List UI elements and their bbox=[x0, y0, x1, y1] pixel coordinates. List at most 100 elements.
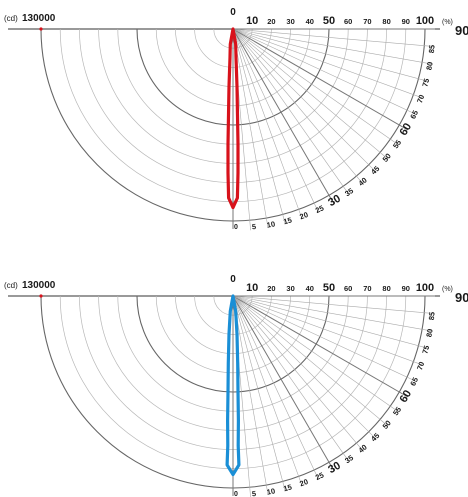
angle-label: 65 bbox=[408, 376, 420, 387]
grid-spoke bbox=[232, 295, 432, 332]
percent-tick-label: 10 bbox=[246, 15, 258, 27]
unit-label: (cd) bbox=[4, 281, 18, 290]
grid-spoke bbox=[232, 28, 417, 115]
angle-label: 25 bbox=[314, 470, 325, 482]
grid-spoke bbox=[232, 295, 335, 472]
max-value-label: 130000 bbox=[22, 13, 56, 24]
grid-spoke bbox=[232, 295, 409, 398]
angle-label: 60 bbox=[398, 388, 415, 405]
angle-label: 20 bbox=[298, 477, 309, 488]
polar-chart-bottom: (cd) 130000 0 10 20 30 40 50 60 70 80 90 100 (%)90° 0 5… bbox=[4, 274, 468, 497]
angle-label: 85 bbox=[427, 311, 437, 320]
percent-tick-label: 50 bbox=[323, 282, 335, 294]
percent-tick-label: 80 bbox=[382, 17, 390, 26]
percent-tick-label: 70 bbox=[363, 17, 371, 26]
grid-spoke bbox=[232, 28, 435, 47]
angle-label: 60 bbox=[398, 121, 415, 138]
angle-label: 45 bbox=[369, 431, 381, 443]
grid-spoke bbox=[232, 28, 432, 65]
angle-label: 70 bbox=[415, 93, 426, 104]
percent-unit-label: (%) bbox=[442, 286, 453, 293]
unit-label: (cd) bbox=[4, 14, 18, 23]
grid-spoke bbox=[232, 28, 350, 195]
grid-spoke bbox=[232, 28, 429, 82]
angle-label: 80 bbox=[424, 61, 434, 71]
angle-label: 65 bbox=[408, 109, 420, 120]
degree-label: 90° bbox=[455, 290, 468, 305]
percent-tick-label: 40 bbox=[306, 284, 314, 293]
grid-spoke bbox=[232, 28, 269, 228]
grid-spoke bbox=[232, 295, 388, 427]
angle-label: 0 bbox=[234, 491, 238, 497]
percent-tick-label: 20 bbox=[267, 17, 275, 26]
angle-label: 40 bbox=[357, 443, 369, 455]
grid-spoke bbox=[232, 295, 423, 366]
angle-label: 5 bbox=[252, 489, 257, 497]
percent-tick-label: 70 bbox=[363, 284, 371, 293]
percent-unit-label: (%) bbox=[442, 19, 453, 26]
angle-label: 55 bbox=[391, 138, 403, 150]
percent-tick-label: 40 bbox=[306, 17, 314, 26]
angle-label: 20 bbox=[298, 210, 309, 221]
percent-tick-label: 90 bbox=[402, 17, 410, 26]
grid-spoke bbox=[232, 295, 417, 382]
max-value-label: 130000 bbox=[22, 280, 56, 291]
grid-spoke bbox=[232, 295, 399, 413]
angle-label: 30 bbox=[326, 460, 343, 477]
angle-label: 10 bbox=[266, 486, 276, 496]
grid-spoke bbox=[232, 28, 319, 213]
polar-chart-top: (cd) 130000 0 10 20 30 40 50 60 70 80 90 100 (%)90° 0 5… bbox=[4, 7, 468, 231]
grid-spoke bbox=[232, 28, 409, 131]
beam-curve bbox=[225, 294, 241, 477]
percent-tick-label: 100 bbox=[416, 282, 434, 294]
angle-label: 50 bbox=[381, 152, 393, 164]
origin-marker bbox=[39, 294, 43, 298]
grid-spoke bbox=[232, 295, 303, 486]
grid-spoke bbox=[232, 28, 335, 205]
angle-label: 5 bbox=[252, 222, 257, 231]
angle-label: 15 bbox=[282, 215, 292, 226]
percent-tick-label: 10 bbox=[246, 282, 258, 294]
grid-spoke bbox=[232, 28, 286, 225]
grid-spoke bbox=[232, 295, 364, 451]
grid-spoke bbox=[232, 28, 423, 99]
percent-tick-label: 50 bbox=[323, 15, 335, 27]
origin-marker bbox=[39, 27, 43, 31]
angle-label: 85 bbox=[427, 44, 437, 53]
angle-label: 50 bbox=[381, 419, 393, 431]
percent-tick-label: 30 bbox=[286, 17, 294, 26]
percent-tick-label: 60 bbox=[344, 17, 352, 26]
grid-spoke bbox=[232, 295, 286, 492]
grid-spoke bbox=[232, 295, 350, 462]
beam-curve bbox=[226, 27, 240, 210]
grid-spoke bbox=[232, 28, 399, 146]
zero-label: 0 bbox=[230, 274, 236, 285]
angle-label: 35 bbox=[343, 453, 355, 465]
percent-tick-label: 20 bbox=[267, 284, 275, 293]
angle-label: 40 bbox=[357, 176, 369, 188]
angle-label: 30 bbox=[326, 193, 343, 210]
angle-label: 15 bbox=[282, 482, 292, 493]
grid-spoke bbox=[232, 28, 388, 160]
grid-spoke bbox=[232, 295, 269, 495]
zero-label: 0 bbox=[230, 7, 236, 18]
grid-spoke bbox=[232, 28, 364, 184]
percent-tick-label: 80 bbox=[382, 284, 390, 293]
grid-spoke bbox=[232, 28, 377, 173]
angle-label: 70 bbox=[415, 360, 426, 371]
angle-label: 10 bbox=[266, 219, 276, 229]
angle-label: 35 bbox=[343, 186, 355, 198]
grid-spoke bbox=[232, 295, 319, 480]
angle-label: 75 bbox=[420, 344, 431, 354]
angle-label: 55 bbox=[391, 405, 403, 417]
percent-tick-label: 30 bbox=[286, 284, 294, 293]
grid-spoke bbox=[232, 28, 303, 219]
angle-label: 25 bbox=[314, 203, 325, 215]
grid-spoke bbox=[232, 295, 377, 440]
percent-tick-label: 90 bbox=[402, 284, 410, 293]
percent-tick-label: 100 bbox=[416, 15, 434, 27]
percent-tick-label: 60 bbox=[344, 284, 352, 293]
angle-label: 75 bbox=[420, 77, 431, 87]
grid-spoke bbox=[232, 295, 429, 349]
